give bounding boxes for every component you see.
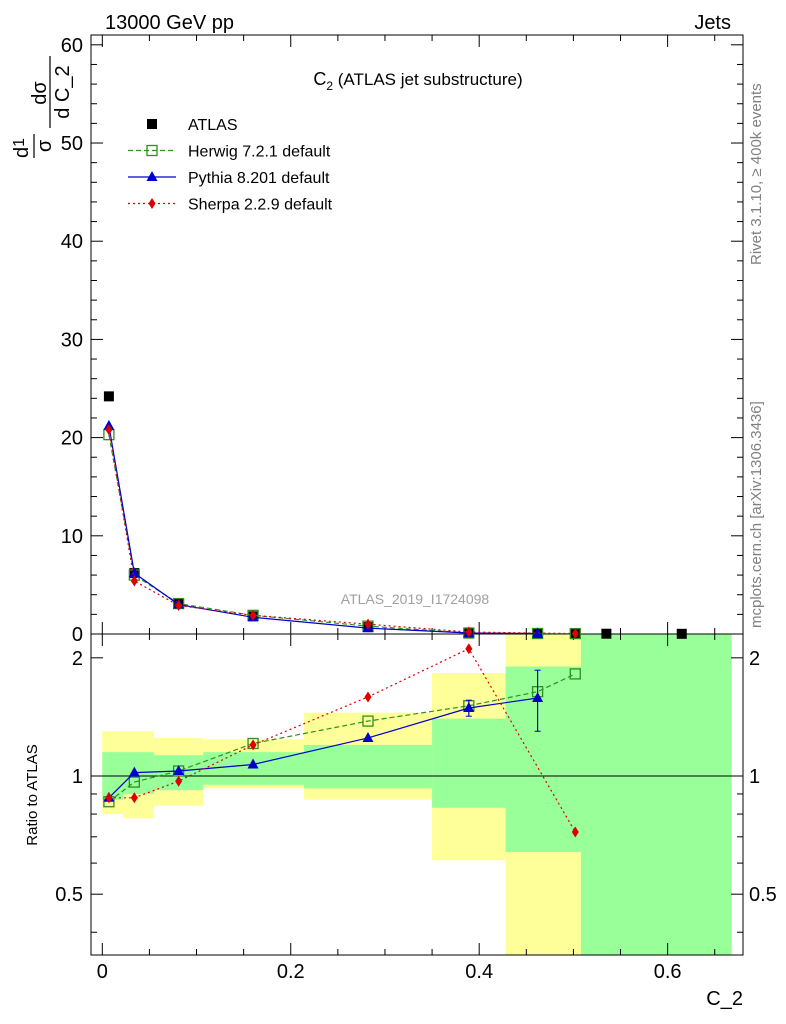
green-band-7 (580, 634, 630, 955)
ratio-y-tick-label-left: 1 (72, 766, 83, 788)
green-band-4 (303, 744, 433, 789)
ylabel-frac1-num: d1 (11, 138, 33, 158)
ratio-point-3 (571, 826, 579, 838)
ratio-y-tick-label-left: 0.5 (55, 884, 83, 906)
top-y-tick-label: 40 (61, 231, 83, 253)
ratio-y-tick-label-right: 1 (749, 766, 760, 788)
x-tick-label: 0.6 (654, 961, 682, 983)
green-band-5 (432, 718, 506, 808)
header-left: 13000 GeV pp (105, 12, 234, 34)
top-point-3 (465, 626, 473, 638)
side-text-mcplots: mcplots.cern.ch [arXiv:1306.3436] (748, 401, 765, 628)
ylabel-frac1-den: σ (34, 139, 56, 152)
plot-title-sub: 2 (326, 79, 333, 93)
legend-label-1: Herwig 7.2.1 default (188, 144, 331, 161)
ratio-line-1 (108, 673, 576, 803)
ratio-uncertainty-bands (102, 634, 732, 955)
ratio-point-2 (463, 702, 475, 713)
ratio-point-3 (364, 691, 372, 703)
ratio-point-2 (173, 764, 185, 775)
legend: ATLAS Herwig 7.2.1 default Pythia 8.201 de… (128, 117, 333, 214)
top-point-3 (130, 575, 138, 587)
plot-frames (90, 34, 744, 956)
ratio-point-2 (247, 758, 259, 769)
legend-label-3: Sherpa 2.2.9 default (188, 197, 333, 214)
x-tick-label: 0.4 (465, 961, 493, 983)
top-y-axis-label: d1 σ dσ d C_2 (11, 56, 74, 158)
ratio-point-3 (249, 739, 257, 751)
top-y-tick-label: 30 (61, 329, 83, 351)
legend-marker-2 (146, 171, 158, 181)
legend-label-0: ATLAS (188, 117, 238, 134)
header-right: Jets (694, 12, 731, 34)
top-point-0 (676, 628, 687, 639)
green-band-6 (505, 666, 581, 853)
ratio-plot-frame (90, 633, 744, 956)
top-y-tick-label: 0 (72, 624, 83, 646)
plot-title: C2 (ATLAS jet substructure) (313, 69, 522, 93)
x-tick-label: 0.2 (277, 961, 305, 983)
axis-ticks: 0 0.2 0.4 0.6 0 10 20 30 40 50 60 0.5 0.5 1 1 2 2 (55, 35, 777, 983)
ratio-y-tick-label-right: 0.5 (749, 884, 777, 906)
side-text-rivet: Rivet 3.1.10, ≥ 400k events (748, 83, 765, 265)
ratio-series (103, 643, 581, 838)
ratio-point-1 (569, 668, 581, 680)
top-point-2 (128, 567, 140, 578)
ratio-point-3 (465, 643, 473, 655)
legend-marker-1 (146, 144, 158, 157)
ratio-point-3 (130, 792, 138, 804)
ratio-point-2 (128, 766, 140, 777)
ratio-point-3 (175, 775, 183, 787)
top-y-tick-label: 50 (61, 133, 83, 155)
x-tick-label: 0 (97, 961, 108, 983)
legend-marker-0 (147, 119, 157, 129)
top-y-tick-label: 10 (61, 526, 83, 548)
top-point-3 (105, 424, 113, 436)
top-point-0 (103, 391, 114, 402)
top-point-0 (601, 628, 612, 639)
ratio-y-axis-label: Ratio to ATLAS (24, 744, 41, 845)
top-y-tick-label: 60 (61, 35, 83, 57)
ratio-point-2 (532, 692, 544, 703)
top-point-2 (532, 627, 544, 638)
legend-marker-3 (148, 198, 156, 209)
ylabel-frac2-num: dσ (29, 81, 51, 105)
data-series (103, 391, 687, 838)
legend-label-2: Pythia 8.201 default (188, 170, 330, 187)
ratio-point-1 (362, 715, 374, 727)
plot-title-main: C (313, 69, 326, 89)
x-axis-label: C_2 (706, 988, 743, 1010)
ratio-point-1 (128, 776, 140, 788)
ratio-y-tick-label-right: 2 (749, 648, 760, 670)
ratio-point-3 (105, 792, 113, 804)
top-y-tick-label: 20 (61, 428, 83, 450)
ylabel-frac2-den: d C_2 (52, 65, 74, 118)
plot-title-rest: (ATLAS jet substructure) (333, 70, 523, 89)
top-point-3 (364, 618, 372, 630)
top-point-3 (571, 628, 579, 640)
ratio-y-tick-label-left: 2 (72, 648, 83, 670)
ratio-point-2 (362, 731, 374, 742)
green-band-8 (629, 634, 732, 955)
top-point-3 (175, 600, 183, 612)
analysis-label: ATLAS_2019_I1724098 (341, 591, 490, 607)
top-point-3 (249, 609, 257, 621)
